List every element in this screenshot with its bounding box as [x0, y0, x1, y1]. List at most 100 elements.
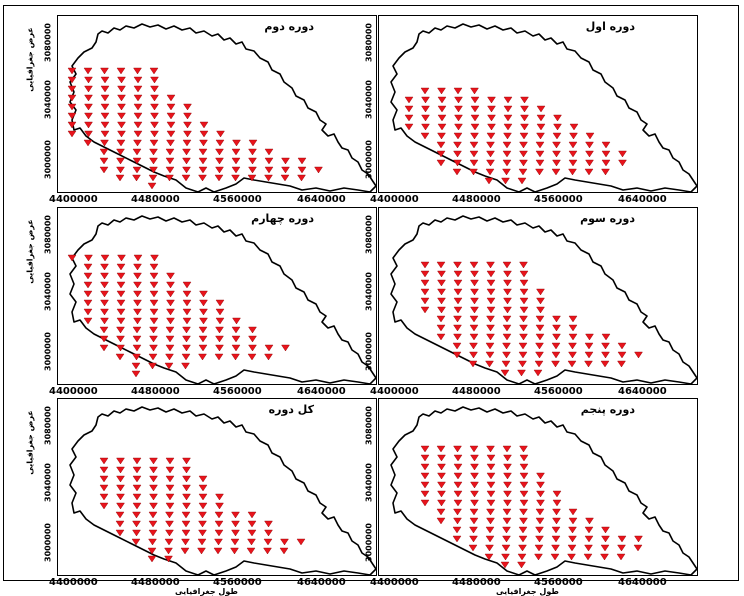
- station-marker: [421, 114, 430, 122]
- station-marker: [535, 324, 545, 332]
- station-marker: [503, 472, 512, 480]
- station-marker: [485, 351, 495, 359]
- y-tick-label: 3080000: [364, 406, 374, 445]
- station-marker: [551, 526, 561, 534]
- station-marker: [215, 493, 224, 501]
- station-marker: [501, 360, 511, 368]
- station-marker: [469, 351, 478, 359]
- station-marker: [420, 472, 430, 480]
- x-tick-label: 4480000: [131, 386, 180, 397]
- station-marker: [503, 279, 512, 287]
- station-marker: [486, 270, 496, 278]
- station-marker: [67, 254, 77, 262]
- station-marker: [166, 121, 176, 129]
- station-marker: [247, 353, 257, 361]
- station-marker: [469, 159, 479, 167]
- station-marker: [600, 553, 609, 561]
- station-marker: [231, 157, 241, 165]
- y-tick-label: 3000000: [364, 140, 374, 179]
- station-marker: [215, 299, 225, 307]
- station-marker: [133, 121, 143, 129]
- station-marker: [568, 141, 578, 149]
- station-marker: [281, 157, 290, 165]
- station-marker: [198, 335, 208, 343]
- x-tick-label: 4560000: [534, 194, 583, 205]
- station-marker: [215, 148, 224, 156]
- station-marker: [453, 306, 463, 314]
- station-marker: [150, 76, 159, 84]
- station-marker: [133, 103, 143, 111]
- station-marker: [116, 475, 125, 483]
- station-marker: [519, 463, 529, 471]
- station-marker: [100, 263, 109, 271]
- station-marker: [453, 517, 462, 525]
- station-marker: [503, 132, 512, 140]
- station-marker: [517, 369, 526, 377]
- station-marker: [166, 299, 175, 307]
- province-boundary: [390, 23, 698, 193]
- station-marker: [165, 475, 175, 483]
- station-marker: [117, 112, 126, 120]
- station-marker: [100, 272, 109, 280]
- y-tick-label: 3040000: [364, 80, 374, 119]
- station-marker: [601, 351, 610, 359]
- station-marker: [502, 324, 512, 332]
- station-marker: [437, 499, 446, 507]
- station-marker: [100, 112, 110, 120]
- station-marker: [99, 344, 109, 352]
- station-marker: [584, 351, 594, 359]
- station-marker: [215, 139, 225, 147]
- map-svg: [390, 23, 698, 193]
- station-marker: [437, 123, 447, 131]
- station-marker: [518, 535, 528, 543]
- station-marker: [115, 174, 125, 182]
- station-marker: [520, 123, 529, 131]
- station-marker: [182, 281, 192, 289]
- map-panel-p4: دوره چهارم: [57, 207, 377, 385]
- station-marker: [485, 342, 495, 350]
- station-marker: [116, 166, 125, 174]
- station-marker: [486, 517, 495, 525]
- station-marker: [437, 105, 447, 113]
- station-marker: [199, 139, 208, 147]
- province-boundary: [69, 215, 377, 385]
- panel-title: دوره سوم: [580, 212, 635, 225]
- station-marker: [232, 317, 241, 325]
- station-marker: [469, 333, 479, 341]
- station-marker: [199, 317, 208, 325]
- station-marker: [436, 517, 446, 525]
- station-marker: [437, 306, 446, 314]
- y-tick-label: 3040000: [43, 80, 53, 119]
- y-axis-label: عرض جغرافیایی: [25, 219, 35, 284]
- station-marker: [519, 499, 529, 507]
- station-marker: [519, 150, 528, 158]
- station-marker: [247, 174, 257, 182]
- station-marker: [486, 508, 495, 516]
- station-marker: [437, 270, 446, 278]
- province-boundary: [390, 406, 698, 576]
- station-marker: [231, 511, 240, 519]
- station-marker: [116, 466, 125, 474]
- station-marker: [568, 517, 578, 525]
- station-marker: [601, 141, 611, 149]
- y-tick-label: 3000000: [43, 523, 53, 562]
- station-marker: [420, 261, 430, 269]
- station-marker: [99, 148, 109, 156]
- station-marker: [519, 261, 528, 269]
- station-marker: [420, 270, 430, 278]
- station-marker: [536, 288, 545, 296]
- station-marker: [132, 148, 142, 156]
- station-marker: [166, 139, 175, 147]
- station-marker: [67, 76, 77, 84]
- station-marker: [517, 177, 527, 185]
- station-marker: [618, 159, 627, 167]
- x-axis-label: طول جغرافیایی: [175, 587, 238, 596]
- station-marker: [437, 279, 446, 287]
- station-marker: [535, 535, 544, 543]
- station-marker: [502, 141, 512, 149]
- station-marker: [503, 499, 512, 507]
- station-marker: [116, 326, 125, 334]
- station-marker: [149, 272, 159, 280]
- station-marker: [503, 481, 512, 489]
- station-marker: [585, 517, 594, 525]
